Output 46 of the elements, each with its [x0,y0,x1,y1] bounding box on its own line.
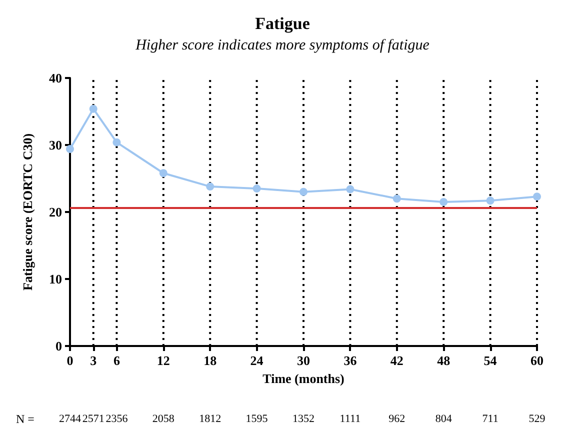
text: 1111 [340,413,361,425]
point [112,138,121,146]
point [392,194,401,203]
text: 1812 [199,413,222,425]
x-tick-label: 0 [66,353,74,368]
y-tick-label: 30 [49,138,62,152]
x-tick-label: 12 [156,353,170,368]
text: 529 [528,413,546,425]
point [300,188,308,196]
y-axis-title: Fatigue score (EORTC C30) [20,133,35,291]
point [486,196,494,205]
x-axis-title: Time (months) [262,370,344,386]
text: 711 [482,413,498,425]
text: 1595 [246,413,268,425]
text: 1352 [292,413,314,425]
x-tick-label: 60 [530,353,544,368]
chart-subtitle: Higher score indicates more symptoms of fatigue [134,38,430,54]
x-tick-label: 54 [484,353,498,368]
x-tick-label: 36 [344,353,358,368]
x-tick-label: 6 [113,353,120,368]
text: 2058 [152,413,175,425]
y-tick-label: 10 [49,272,62,286]
text: 962 [388,413,406,425]
point [89,104,98,113]
point [159,169,168,178]
x-tick-label: 30 [297,353,310,368]
point [346,185,354,194]
point [206,182,214,191]
text: N = [16,412,35,426]
chart-title: Fatigue [255,14,310,33]
text: 2356 [106,413,128,425]
x-tick-label: 18 [204,353,218,368]
text: 804 [435,413,452,425]
x-tick-label: 42 [390,353,404,368]
y-tick-label: 20 [49,204,62,220]
point [252,184,261,193]
text: 2571 [82,413,104,425]
text: 2744 [59,413,82,425]
x-tick-label: 3 [90,353,98,368]
point [440,198,448,206]
x-tick-label: 24 [250,353,264,368]
point [533,192,541,201]
point [66,145,74,154]
x-tick-label: 48 [437,353,451,368]
y-tick-label: 40 [49,70,62,86]
y-tick-label: 0 [56,338,62,354]
